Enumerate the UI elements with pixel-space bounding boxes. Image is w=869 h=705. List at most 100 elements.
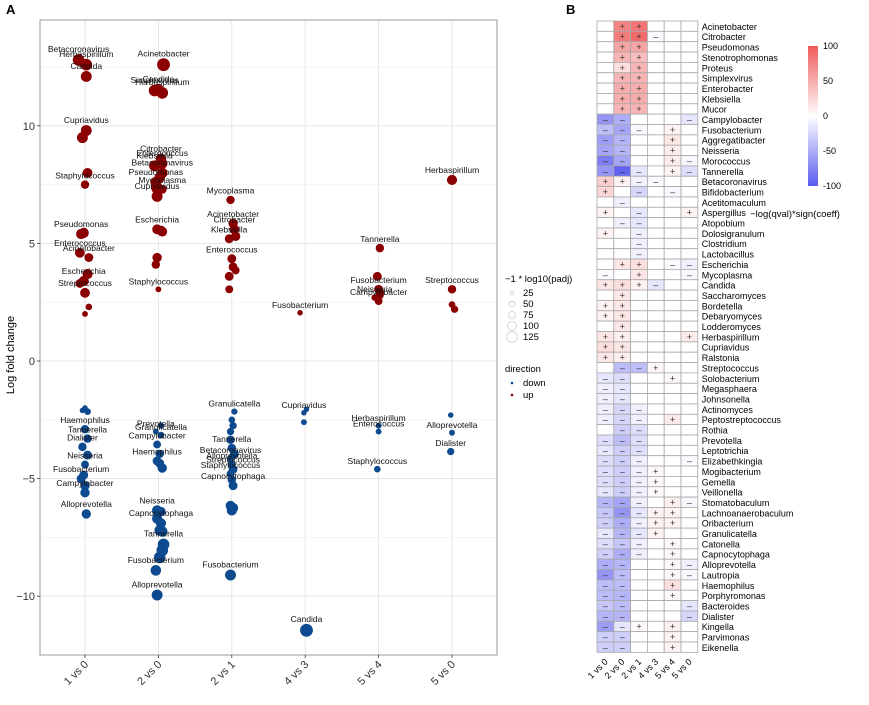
scatter-point-up bbox=[151, 190, 163, 202]
heatmap-cell bbox=[596, 20, 615, 32]
heatmap-cell-sign: + bbox=[620, 311, 625, 321]
heatmap-cell-sign: – bbox=[620, 580, 625, 590]
heatmap-cell-sign: + bbox=[620, 42, 625, 52]
heatmap-cell-sign: + bbox=[670, 497, 675, 507]
scatter-point-up bbox=[82, 167, 93, 178]
x-tick-label: 1 vs 0 bbox=[62, 659, 91, 688]
heatmap-cell-sign: – bbox=[603, 270, 608, 280]
heatmap-cell-sign: – bbox=[636, 239, 641, 249]
heatmap-cell-sign: + bbox=[653, 529, 658, 539]
heatmap-cell-sign: – bbox=[636, 125, 641, 135]
point-label: Candida bbox=[70, 61, 102, 71]
point-label: Acinetobacter bbox=[63, 243, 115, 253]
heatmap-cell bbox=[680, 507, 699, 519]
colorbar-tick-label: -100 bbox=[823, 181, 841, 191]
heatmap-cell bbox=[647, 268, 665, 281]
point-label: Pseudomonas bbox=[129, 167, 183, 177]
heatmap-cell-sign: – bbox=[620, 466, 625, 476]
scatter-point-down bbox=[84, 408, 91, 415]
heatmap-cell bbox=[647, 424, 665, 436]
heatmap-cell bbox=[663, 41, 682, 53]
point-label: Pseudomonas bbox=[54, 219, 108, 229]
heatmap-cell-sign: – bbox=[687, 270, 692, 280]
colorbar-gradient bbox=[808, 46, 818, 186]
scatter-point-up bbox=[82, 311, 88, 317]
heatmap-row-label: Acinetobacter bbox=[702, 22, 757, 32]
scatter-point-up bbox=[156, 87, 169, 99]
heatmap-colorbar: 100 50 0 -50 -100 bbox=[808, 41, 841, 191]
heatmap-cell bbox=[680, 413, 699, 426]
scatter-point-down bbox=[375, 428, 382, 435]
heatmap-row-label: Pseudomonas bbox=[702, 43, 760, 53]
scatter-point-down bbox=[228, 481, 238, 491]
heatmap-row-label: Solobacterium bbox=[702, 374, 760, 384]
heatmap-cell-sign: + bbox=[620, 21, 625, 31]
heatmap-cell-sign: – bbox=[603, 477, 608, 487]
heatmap-cell bbox=[680, 320, 699, 332]
plot-border bbox=[39, 19, 498, 656]
scatter-frame bbox=[39, 19, 498, 656]
scatter-point-up bbox=[78, 227, 89, 238]
heatmap-row-label: Granulicatella bbox=[702, 529, 757, 539]
heatmap-cell-sign: – bbox=[687, 601, 692, 611]
heatmap-cell bbox=[630, 289, 648, 301]
heatmap-row-label: Streptococcus bbox=[702, 363, 760, 373]
heatmap-cell bbox=[680, 538, 699, 550]
heatmap-cell-sign: – bbox=[620, 518, 625, 528]
heatmap-cell bbox=[680, 289, 699, 301]
heatmap-cell bbox=[680, 300, 699, 312]
legend-direction-label: up bbox=[523, 390, 534, 401]
heatmap-cell-sign: + bbox=[620, 322, 625, 332]
heatmap-cell bbox=[663, 393, 682, 405]
point-label: Herbaspirillum bbox=[135, 77, 189, 87]
heatmap-cell bbox=[680, 548, 699, 560]
heatmap-cell bbox=[663, 248, 682, 260]
heatmap-cell bbox=[680, 20, 699, 32]
point-label: Cupriavidus bbox=[281, 400, 326, 410]
legend-size-key bbox=[507, 321, 517, 331]
heatmap-cell bbox=[680, 186, 699, 198]
heatmap-cell-sign: – bbox=[620, 135, 625, 145]
legend-direction-label: down bbox=[523, 378, 546, 389]
scatter-point-up bbox=[157, 184, 167, 194]
scatter-point-down bbox=[449, 429, 455, 436]
heatmap-cell-sign: – bbox=[603, 384, 608, 394]
heatmap-cell bbox=[630, 610, 648, 622]
heatmap-cell bbox=[596, 82, 615, 94]
scatter-point-down bbox=[80, 480, 90, 491]
heatmap-cell-sign: – bbox=[620, 384, 625, 394]
heatmap-row-label: Aspergillus bbox=[702, 208, 747, 218]
heatmap-cell bbox=[663, 72, 682, 84]
point-label: Candida bbox=[143, 74, 175, 84]
heatmap-cell bbox=[663, 434, 682, 446]
heatmap-cells: + ++ + –+ ++ ++ ++ ++ ++ ++ +– – –– – – +– – +– – +– – + –– – – +… bbox=[596, 20, 699, 653]
legend-size-label: 100 bbox=[523, 321, 539, 332]
heatmap-cell-sign: + bbox=[653, 508, 658, 518]
scatter-point-up bbox=[224, 234, 234, 244]
heatmap-cell-sign: + bbox=[670, 580, 675, 590]
heatmap-cell bbox=[630, 372, 648, 384]
heatmap-cell-sign: – bbox=[603, 166, 608, 176]
scatter-point-up bbox=[151, 260, 161, 269]
heatmap-cell bbox=[663, 62, 682, 74]
heatmap-cell-sign: + bbox=[636, 622, 641, 632]
heatmap-cell-sign: + bbox=[670, 570, 675, 580]
scatter-point-up bbox=[297, 310, 303, 316]
heatmap-row-label: Rothia bbox=[702, 426, 728, 436]
scatter-point-down bbox=[157, 431, 165, 439]
heatmap-cell-sign: – bbox=[620, 591, 625, 601]
heatmap-cell bbox=[630, 631, 648, 643]
heatmap-cell-sign: – bbox=[603, 529, 608, 539]
heatmap-cell-sign: + bbox=[636, 52, 641, 62]
heatmap-cell bbox=[596, 424, 615, 436]
heatmap-cell-sign: + bbox=[670, 125, 675, 135]
heatmap-cell bbox=[663, 113, 682, 125]
heatmap-cell-sign: – bbox=[687, 115, 692, 125]
point-label: Dialister bbox=[435, 438, 466, 448]
point-label: Staphylococcus bbox=[55, 170, 115, 180]
heatmap-cell bbox=[647, 496, 665, 508]
heatmap-cell bbox=[596, 248, 615, 260]
heatmap-row-label: Lachnoanaerobaculum bbox=[702, 508, 794, 518]
scatter-point-down bbox=[83, 434, 92, 443]
heatmap-cell bbox=[647, 579, 665, 591]
